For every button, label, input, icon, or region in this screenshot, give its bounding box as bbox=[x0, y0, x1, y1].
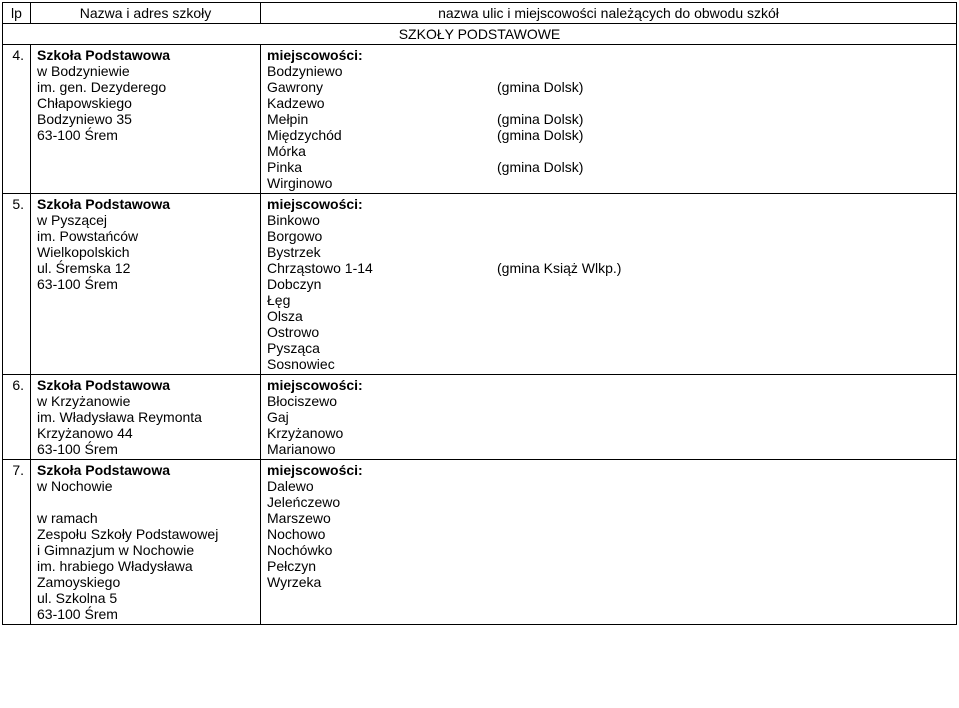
name-line: w ramach bbox=[37, 510, 254, 526]
locality-line: Borgowo bbox=[267, 228, 950, 244]
locality-name: Mełpin bbox=[267, 111, 497, 127]
name-line: w Nochowie bbox=[37, 478, 254, 494]
name-line: 63-100 Śrem bbox=[37, 606, 254, 622]
locality-line: Binkowo bbox=[267, 212, 950, 228]
locality-name: Międzychód bbox=[267, 127, 497, 143]
name-line: w Pyszącej bbox=[37, 212, 254, 228]
name-line: Chłapowskiego bbox=[37, 95, 254, 111]
locality-note: (gmina Dolsk) bbox=[497, 159, 583, 175]
locality-line: Wirginowo bbox=[267, 175, 950, 191]
cell-school-name: Szkoła Podstawowaw Krzyżanowieim. Władys… bbox=[31, 375, 261, 460]
cell-lp: 7. bbox=[3, 460, 31, 625]
name-line: im. hrabiego Władysława bbox=[37, 558, 254, 574]
locality-line: Pinka(gmina Dolsk) bbox=[267, 159, 950, 175]
name-line: Szkoła Podstawowa bbox=[37, 47, 254, 63]
locality-note: (gmina Dolsk) bbox=[497, 127, 583, 143]
locality-line: Sosnowiec bbox=[267, 356, 950, 372]
locality-line: Mełpin(gmina Dolsk) bbox=[267, 111, 950, 127]
name-line: Krzyżanowo 44 bbox=[37, 425, 254, 441]
cell-localities: miejscowości:BłociszewoGajKrzyżanowoMari… bbox=[261, 375, 957, 460]
locality-line: Międzychód(gmina Dolsk) bbox=[267, 127, 950, 143]
name-line: Zespołu Szkoły Podstawowej bbox=[37, 526, 254, 542]
name-line: im. Powstańców bbox=[37, 228, 254, 244]
locality-line: Jeleńczewo bbox=[267, 494, 950, 510]
locality-line: Chrząstowo 1-14(gmina Książ Wlkp.) bbox=[267, 260, 950, 276]
locality-line: Kadzewo bbox=[267, 95, 950, 111]
cell-school-name: Szkoła Podstawowaw Nochowie w ramachZesp… bbox=[31, 460, 261, 625]
name-line: Wielkopolskich bbox=[37, 244, 254, 260]
locality-line: Błociszewo bbox=[267, 393, 950, 409]
locality-line: Ostrowo bbox=[267, 324, 950, 340]
name-line: w Krzyżanowie bbox=[37, 393, 254, 409]
locality-line: Dalewo bbox=[267, 478, 950, 494]
table-row: 6.Szkoła Podstawowaw Krzyżanowieim. Wład… bbox=[3, 375, 957, 460]
section-title: SZKOŁY PODSTAWOWE bbox=[3, 24, 957, 45]
section-header-row: SZKOŁY PODSTAWOWE bbox=[3, 24, 957, 45]
table-row: 4.Szkoła Podstawowaw Bodzyniewieim. gen.… bbox=[3, 45, 957, 194]
name-line: i Gimnazjum w Nochowie bbox=[37, 542, 254, 558]
name-line: 63-100 Śrem bbox=[37, 276, 254, 292]
locality-line: miejscowości: bbox=[267, 462, 950, 478]
locality-name: Chrząstowo 1-14 bbox=[267, 260, 497, 276]
cell-lp: 5. bbox=[3, 194, 31, 375]
locality-line: Pysząca bbox=[267, 340, 950, 356]
school-district-table: lp Nazwa i adres szkoły nazwa ulic i mie… bbox=[2, 2, 957, 625]
name-line: 63-100 Śrem bbox=[37, 441, 254, 457]
locality-line: Krzyżanowo bbox=[267, 425, 950, 441]
name-line: im. gen. Dezyderego bbox=[37, 79, 254, 95]
locality-line: Pełczyn bbox=[267, 558, 950, 574]
locality-line: Wyrzeka bbox=[267, 574, 950, 590]
cell-lp: 4. bbox=[3, 45, 31, 194]
name-line: Bodzyniewo 35 bbox=[37, 111, 254, 127]
locality-line: Dobczyn bbox=[267, 276, 950, 292]
header-desc: nazwa ulic i miejscowości należących do … bbox=[261, 3, 957, 24]
cell-lp: 6. bbox=[3, 375, 31, 460]
cell-school-name: Szkoła Podstawowaw Bodzyniewieim. gen. D… bbox=[31, 45, 261, 194]
locality-name: Pinka bbox=[267, 159, 497, 175]
locality-line: Bodzyniewo bbox=[267, 63, 950, 79]
locality-line: Gawrony(gmina Dolsk) bbox=[267, 79, 950, 95]
cell-school-name: Szkoła Podstawowaw Pyszącejim. Powstańcó… bbox=[31, 194, 261, 375]
name-line bbox=[37, 494, 254, 510]
name-line: ul. Śremska 12 bbox=[37, 260, 254, 276]
locality-line: Olsza bbox=[267, 308, 950, 324]
name-line: Zamoyskiego bbox=[37, 574, 254, 590]
cell-localities: miejscowości:DalewoJeleńczewoMarszewoNoc… bbox=[261, 460, 957, 625]
locality-line: Mórka bbox=[267, 143, 950, 159]
locality-line: Łęg bbox=[267, 292, 950, 308]
locality-note: (gmina Dolsk) bbox=[497, 111, 583, 127]
name-line: w Bodzyniewie bbox=[37, 63, 254, 79]
header-name: Nazwa i adres szkoły bbox=[31, 3, 261, 24]
table-row: 7.Szkoła Podstawowaw Nochowie w ramachZe… bbox=[3, 460, 957, 625]
locality-line: Marianowo bbox=[267, 441, 950, 457]
header-lp: lp bbox=[3, 3, 31, 24]
table-header-row: lp Nazwa i adres szkoły nazwa ulic i mie… bbox=[3, 3, 957, 24]
locality-line: Marszewo bbox=[267, 510, 950, 526]
locality-line: miejscowości: bbox=[267, 47, 950, 63]
name-line: 63-100 Śrem bbox=[37, 127, 254, 143]
name-line: Szkoła Podstawowa bbox=[37, 196, 254, 212]
name-line: im. Władysława Reymonta bbox=[37, 409, 254, 425]
cell-localities: miejscowości:BodzyniewoGawrony(gmina Dol… bbox=[261, 45, 957, 194]
locality-line: Bystrzek bbox=[267, 244, 950, 260]
name-line: Szkoła Podstawowa bbox=[37, 462, 254, 478]
name-line: Szkoła Podstawowa bbox=[37, 377, 254, 393]
name-line: ul. Szkolna 5 bbox=[37, 590, 254, 606]
cell-localities: miejscowości:BinkowoBorgowoBystrzekChrzą… bbox=[261, 194, 957, 375]
table-row: 5.Szkoła Podstawowaw Pyszącejim. Powstań… bbox=[3, 194, 957, 375]
locality-line: Gaj bbox=[267, 409, 950, 425]
locality-line: Nochówko bbox=[267, 542, 950, 558]
locality-name: Gawrony bbox=[267, 79, 497, 95]
locality-line: Nochowo bbox=[267, 526, 950, 542]
locality-line: miejscowości: bbox=[267, 377, 950, 393]
locality-note: (gmina Dolsk) bbox=[497, 79, 583, 95]
locality-line: miejscowości: bbox=[267, 196, 950, 212]
locality-note: (gmina Książ Wlkp.) bbox=[497, 260, 621, 276]
